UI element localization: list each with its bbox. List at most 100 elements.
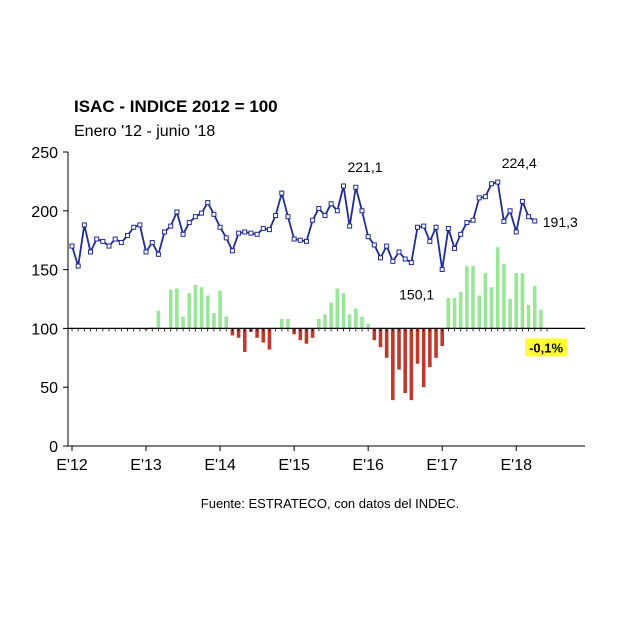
line-marker — [291, 236, 297, 242]
line-marker — [279, 190, 285, 196]
line-marker — [81, 222, 87, 228]
bar — [391, 328, 395, 401]
bar — [539, 309, 543, 329]
line-marker — [118, 240, 124, 246]
x-tick-label: E'15 — [278, 457, 310, 474]
bar — [193, 284, 198, 329]
line-marker — [458, 231, 464, 237]
line-marker — [131, 224, 137, 230]
line-marker — [452, 245, 458, 251]
line-marker — [174, 209, 180, 215]
bar — [508, 299, 512, 329]
line-marker — [260, 225, 266, 231]
bar — [440, 328, 444, 347]
bar — [279, 318, 284, 329]
bar — [224, 316, 229, 329]
bar — [323, 314, 327, 329]
bar — [261, 328, 266, 343]
line-marker — [390, 258, 396, 264]
bar — [267, 328, 272, 350]
line-marker — [88, 249, 94, 255]
line-marker — [396, 249, 402, 255]
line-marker — [482, 194, 488, 200]
y-tick-label: 150 — [31, 263, 58, 280]
line-marker — [69, 243, 75, 249]
y-tick-label: 100 — [31, 321, 58, 338]
line-marker — [328, 201, 334, 207]
bar — [230, 328, 235, 336]
bar — [471, 266, 475, 329]
bar — [421, 328, 426, 388]
data-label: 191,3 — [543, 214, 578, 230]
line-marker — [532, 218, 538, 224]
bar — [360, 316, 364, 329]
bar — [347, 314, 352, 329]
line-marker — [199, 210, 205, 216]
line-marker — [464, 220, 470, 226]
annotation-box — [525, 338, 568, 357]
line-marker — [371, 242, 377, 248]
line-marker — [507, 208, 513, 214]
line-marker — [513, 229, 519, 235]
line-marker — [359, 208, 365, 214]
line-marker — [242, 229, 248, 235]
bar — [317, 318, 321, 329]
x-tick-label: E'18 — [500, 457, 532, 474]
line-marker — [501, 218, 507, 224]
line-marker — [433, 224, 439, 230]
chart-subtitle: Enero '12 - junio '18 — [74, 123, 215, 140]
line-marker — [526, 214, 532, 220]
bar — [415, 328, 420, 364]
bar — [310, 328, 315, 338]
line-marker — [217, 224, 223, 230]
x-tick-label: E'14 — [204, 457, 236, 474]
line-marker — [285, 214, 291, 220]
line-marker — [211, 211, 217, 217]
line-marker — [495, 179, 501, 185]
line-marker — [408, 260, 414, 266]
bar — [205, 295, 210, 329]
bar — [175, 288, 179, 329]
bar — [434, 328, 438, 358]
bar — [372, 328, 377, 341]
bar — [446, 297, 451, 329]
line-marker — [94, 236, 100, 242]
line-marker — [427, 238, 433, 244]
bar — [341, 293, 346, 329]
bar — [298, 328, 303, 341]
y-tick-label: 250 — [31, 145, 58, 162]
bar — [502, 263, 506, 329]
line-marker — [310, 217, 316, 223]
line-marker — [476, 195, 482, 201]
bar — [255, 328, 259, 338]
line-marker — [186, 220, 192, 226]
bar — [452, 297, 457, 329]
y-tick-label: 200 — [31, 204, 58, 221]
line-marker — [149, 240, 155, 246]
line-marker — [297, 237, 303, 243]
bar — [335, 288, 340, 329]
line-marker — [322, 213, 328, 219]
bar — [366, 323, 370, 329]
bar — [181, 316, 185, 329]
bar — [532, 286, 537, 329]
bar — [520, 273, 525, 329]
y-tick-label: 0 — [49, 439, 58, 456]
bar — [428, 328, 432, 368]
bar — [304, 328, 309, 344]
line-marker — [137, 222, 143, 228]
bar — [242, 328, 247, 352]
line-marker — [100, 238, 106, 244]
bar — [212, 313, 216, 329]
line-marker — [421, 223, 427, 229]
bar — [199, 287, 204, 329]
bar — [403, 328, 407, 394]
bar — [187, 293, 192, 329]
data-label: 150,1 — [399, 286, 434, 302]
line-marker — [162, 229, 168, 235]
bar — [378, 328, 383, 348]
line-marker — [347, 223, 353, 229]
bar — [458, 291, 463, 329]
line-marker — [192, 214, 198, 220]
line-marker — [489, 181, 495, 187]
